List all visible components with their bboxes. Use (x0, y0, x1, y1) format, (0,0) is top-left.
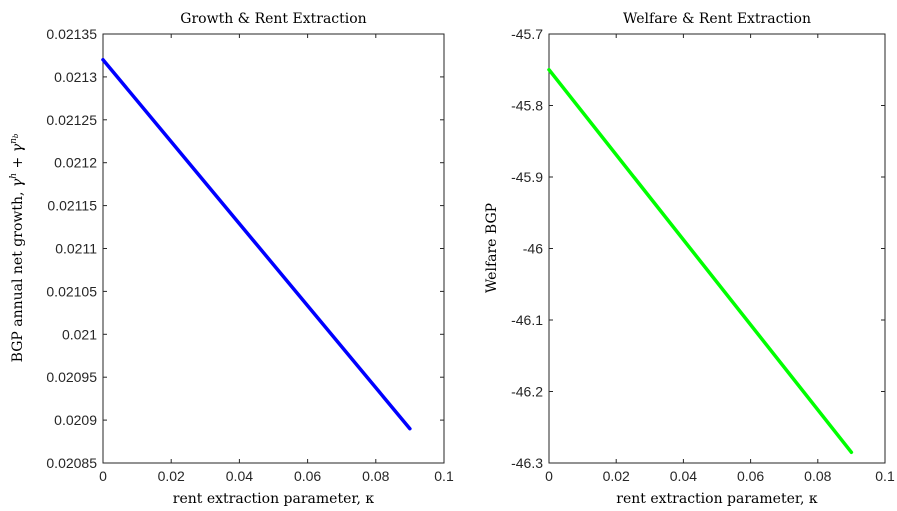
growth-series-line (101, 57, 412, 431)
welfare-plot-area (548, 33, 886, 464)
welfare-y-axis-label: Welfare BGP (484, 203, 500, 293)
growth-y-tick-label: 0.0212 (54, 155, 97, 171)
welfare-y-ticks: -46.3 -46.2 -46.1 -46 -45.9 -45.8 -45.7 (511, 26, 885, 471)
growth-x-axis-label: rent extraction parameter, κ (173, 491, 375, 507)
welfare-y-tick-label: -45.7 (511, 26, 543, 42)
growth-x-tick-label: 0.04 (226, 468, 253, 484)
welfare-x-tick-label: 0.1 (875, 468, 895, 484)
welfare-y-tick-label: -46.2 (511, 384, 543, 400)
welfare-x-tick-label: 0.06 (737, 468, 764, 484)
growth-y-axis-plus: + (10, 152, 26, 173)
welfare-y-tick-label: -46.3 (511, 455, 543, 471)
welfare-x-tick-label: 0 (545, 468, 553, 484)
growth-y-tick-label: 0.02135 (46, 26, 97, 42)
welfare-chart: 0 0.02 0.04 0.06 0.08 0.1 -46.3-46.2-46.1-46-… (484, 11, 895, 507)
welfare-x-ticks: 0 0.02 0.04 0.06 0.08 0.1 (545, 34, 895, 484)
welfare-x-tick-label: 0.04 (670, 468, 697, 484)
growth-x-ticks: 0 0.02 0.04 0.06 0.08 0.1 (99, 34, 454, 484)
growth-y-axis-sup-2: n (9, 138, 19, 144)
growth-y-tick-label: 0.02085 (46, 455, 97, 471)
growth-y-tick-label: 0.02095 (46, 369, 97, 385)
growth-y-axis-gamma-1: γ (10, 178, 26, 187)
welfare-y-tick-label: -46.1 (511, 312, 543, 328)
growth-x-tick-label: 0.08 (362, 468, 389, 484)
growth-y-tick-label: 0.02125 (46, 112, 97, 128)
growth-y-tick-label: 0.021 (62, 326, 97, 342)
growth-chart: 0 0.02 0.04 0.06 0.08 0.1 0.02085 0.0209 0.0209… (9, 11, 454, 507)
growth-y-tick-label: 0.0213 (54, 69, 97, 85)
welfare-series-line (547, 67, 854, 455)
growth-x-tick-label: 0 (99, 468, 107, 484)
growth-y-axis-sup-1: h (9, 173, 19, 179)
welfare-chart-title: Welfare & Rent Extraction (623, 11, 811, 27)
growth-lines (101, 57, 412, 431)
growth-x-tick-label: 0.06 (294, 468, 321, 484)
growth-chart-title: Growth & Rent Extraction (180, 11, 366, 27)
growth-x-tick-label: 0.1 (434, 468, 454, 484)
welfare-x-tick-label: 0.08 (804, 468, 831, 484)
growth-y-axis-sub-2: b (12, 133, 20, 138)
welfare-x-tick-label: 0.02 (603, 468, 630, 484)
growth-y-tick-label: 0.02115 (47, 198, 97, 214)
welfare-y-tick-label: -45.8 (511, 98, 543, 114)
welfare-x-axis-label: rent extraction parameter, κ (616, 491, 818, 507)
growth-y-tick-label: 0.02105 (46, 283, 97, 299)
growth-plot-area (102, 33, 445, 464)
growth-y-tick-label: 0.0211 (55, 241, 97, 257)
welfare-lines (547, 67, 854, 455)
welfare-y-tick-label: -46 (523, 241, 543, 257)
growth-y-ticks: 0.02085 0.0209 0.02095 0.021 0.02105 0.0211 0.… (46, 26, 444, 471)
growth-x-tick-label: 0.02 (158, 468, 185, 484)
growth-y-axis-label-main: BGP annual net growth, (10, 187, 26, 362)
growth-y-axis-gamma-2: γ (10, 143, 26, 152)
growth-y-tick-label: 0.0209 (54, 412, 97, 428)
growth-y-axis-label: BGP annual net growth, γh + γnb (9, 133, 26, 362)
welfare-y-tick-label: -45.9 (511, 169, 543, 185)
